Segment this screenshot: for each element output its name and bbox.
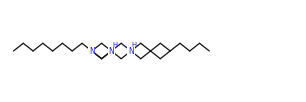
Text: H: H [112,42,117,48]
Text: N: N [89,47,95,55]
Text: N: N [109,47,114,55]
Text: N: N [128,47,134,55]
Text: H: H [132,42,136,48]
